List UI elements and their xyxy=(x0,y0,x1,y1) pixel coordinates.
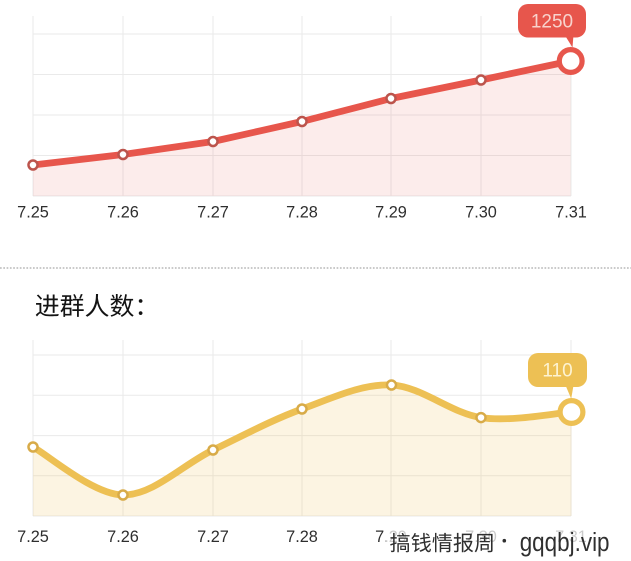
svg-text:7.28: 7.28 xyxy=(286,204,318,222)
svg-text:7.31: 7.31 xyxy=(555,204,587,222)
svg-text:1250: 1250 xyxy=(531,12,573,33)
svg-text:7.26: 7.26 xyxy=(107,528,139,546)
svg-text:110: 110 xyxy=(542,361,572,382)
svg-text:7.29: 7.29 xyxy=(375,204,407,222)
svg-text:7.30: 7.30 xyxy=(465,204,497,222)
svg-text:7.25: 7.25 xyxy=(17,204,49,222)
svg-text:7.28: 7.28 xyxy=(286,528,318,546)
svg-text:7.27: 7.27 xyxy=(197,528,229,546)
svg-text:7.26: 7.26 xyxy=(107,204,139,222)
svg-text:gqqbj.vip: gqqbj.vip xyxy=(520,528,610,557)
svg-text:7.25: 7.25 xyxy=(17,528,49,546)
svg-text:7.27: 7.27 xyxy=(197,204,229,222)
